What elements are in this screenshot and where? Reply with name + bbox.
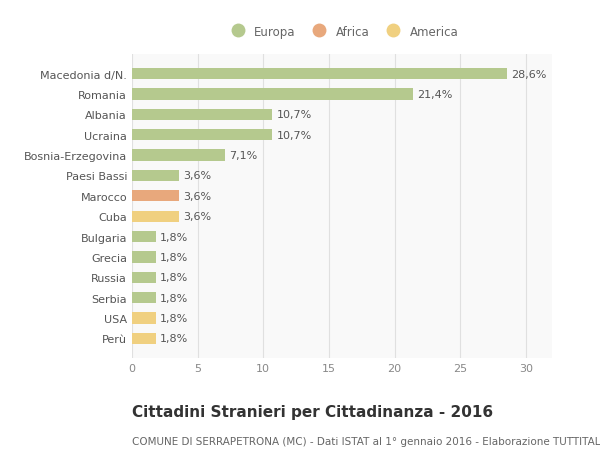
Text: 1,8%: 1,8% bbox=[160, 273, 188, 283]
Bar bbox=[132, 333, 155, 344]
Text: 10,7%: 10,7% bbox=[277, 130, 311, 140]
Bar bbox=[132, 272, 155, 283]
Bar bbox=[132, 69, 508, 80]
Bar bbox=[132, 252, 155, 263]
Bar bbox=[132, 110, 272, 121]
Bar bbox=[132, 191, 179, 202]
Text: 10,7%: 10,7% bbox=[277, 110, 311, 120]
Bar bbox=[132, 89, 413, 101]
Text: 1,8%: 1,8% bbox=[160, 293, 188, 303]
Text: Cittadini Stranieri per Cittadinanza - 2016: Cittadini Stranieri per Cittadinanza - 2… bbox=[132, 404, 493, 419]
Bar bbox=[132, 150, 225, 161]
Text: 28,6%: 28,6% bbox=[511, 69, 547, 79]
Text: 1,8%: 1,8% bbox=[160, 252, 188, 263]
Text: 3,6%: 3,6% bbox=[183, 171, 211, 181]
Bar bbox=[132, 313, 155, 324]
Text: 1,8%: 1,8% bbox=[160, 313, 188, 323]
Text: 1,8%: 1,8% bbox=[160, 232, 188, 242]
Text: 1,8%: 1,8% bbox=[160, 334, 188, 344]
Bar bbox=[132, 130, 272, 141]
Bar bbox=[132, 292, 155, 303]
Legend: Europa, Africa, America: Europa, Africa, America bbox=[221, 21, 463, 43]
Text: 3,6%: 3,6% bbox=[183, 212, 211, 222]
Text: 7,1%: 7,1% bbox=[229, 151, 257, 161]
Text: COMUNE DI SERRAPETRONA (MC) - Dati ISTAT al 1° gennaio 2016 - Elaborazione TUTTI: COMUNE DI SERRAPETRONA (MC) - Dati ISTAT… bbox=[132, 436, 600, 446]
Text: 3,6%: 3,6% bbox=[183, 191, 211, 202]
Text: 21,4%: 21,4% bbox=[417, 90, 452, 100]
Bar bbox=[132, 170, 179, 182]
Bar bbox=[132, 231, 155, 243]
Bar bbox=[132, 211, 179, 222]
